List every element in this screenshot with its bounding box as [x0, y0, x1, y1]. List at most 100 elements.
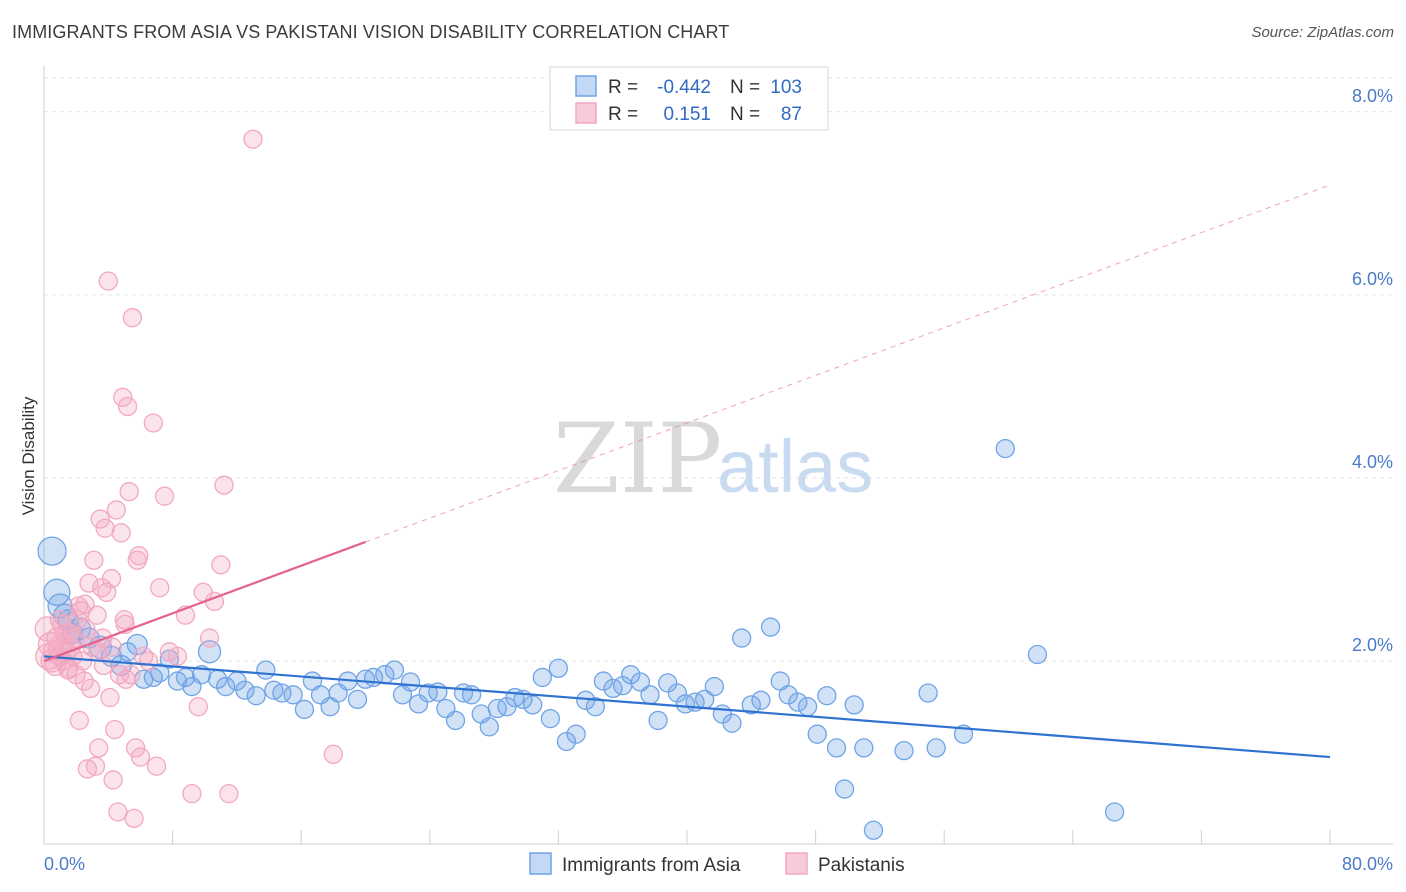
data-point: [418, 683, 438, 703]
axis-layer: 2.0% 4.0% 6.0% 8.0%: [43, 66, 1393, 845]
data-point: [532, 667, 552, 688]
data-point: [143, 413, 163, 433]
source-label: Source: ZipAtlas.com: [1251, 24, 1394, 41]
y-tick-label: 6.0%: [1352, 269, 1393, 289]
series-pakistanis: [34, 129, 344, 829]
watermark-atlas: atlas: [717, 425, 873, 508]
data-point: [445, 710, 466, 731]
x-tick-label-min: 0.0%: [44, 854, 85, 874]
data-point: [834, 779, 855, 799]
data-point: [150, 578, 170, 598]
data-point: [548, 658, 569, 678]
data-point: [197, 640, 222, 664]
data-point: [323, 744, 344, 764]
chart-title: IMMIGRANTS FROM ASIA VS PAKISTANI VISION…: [12, 22, 730, 42]
data-point: [704, 676, 724, 697]
grid-layer: [44, 77, 1393, 662]
x-tick-label-max: 80.0%: [1342, 854, 1393, 874]
legend-n-value-pakistanis: 87: [781, 104, 802, 125]
legend-n-value-asia: 103: [770, 77, 802, 98]
y-tick-label: 4.0%: [1352, 452, 1393, 472]
data-point: [111, 523, 131, 543]
data-point: [566, 724, 586, 744]
data-point: [37, 536, 67, 566]
data-point: [87, 605, 107, 625]
data-point: [667, 683, 688, 703]
data-point: [621, 665, 641, 685]
data-point: [732, 628, 752, 648]
data-point: [108, 802, 128, 822]
y-tick-label: 2.0%: [1352, 635, 1393, 655]
series-asia: [37, 438, 1125, 840]
data-point: [630, 672, 651, 692]
data-point: [479, 717, 499, 737]
data-point: [215, 676, 236, 697]
data-point: [826, 738, 847, 758]
data-point: [788, 692, 808, 712]
trend-layer: [43, 184, 1331, 759]
data-point: [122, 308, 143, 328]
data-point: [926, 738, 946, 758]
data-point: [150, 663, 170, 683]
data-point: [894, 740, 914, 761]
data-point: [130, 747, 151, 767]
y-axis-label: Vision Disability: [19, 396, 38, 515]
data-point: [101, 568, 122, 589]
data-point: [817, 686, 837, 706]
data-point: [294, 699, 315, 720]
stats-legend: R = -0.442 N = 103 R = 0.151 N = 87: [549, 66, 829, 131]
data-point: [119, 481, 139, 502]
data-point: [49, 610, 69, 630]
data-point: [807, 724, 827, 744]
data-point: [124, 808, 144, 829]
data-point: [90, 509, 110, 529]
data-point: [593, 671, 614, 691]
series-layer: [34, 129, 1125, 840]
data-point: [1027, 644, 1048, 665]
data-point: [1104, 802, 1125, 822]
data-point: [675, 694, 696, 714]
data-point: [98, 271, 118, 291]
trend-line-solid: [43, 540, 366, 662]
series-legend-swatch-pakistanis: [785, 852, 808, 875]
watermark-zip: ZIP: [553, 403, 722, 515]
data-point: [844, 695, 864, 715]
data-point: [74, 671, 94, 691]
series-legend-label-pakistanis: Pakistanis: [818, 855, 905, 876]
legend-r-label-pakistanis: R =: [608, 104, 638, 125]
trend-line-solid: [43, 655, 1331, 759]
legend-n-label-pakistanis: N =: [730, 104, 760, 125]
data-point: [243, 129, 263, 149]
data-point: [658, 673, 678, 693]
data-point: [80, 678, 101, 699]
data-point: [117, 396, 138, 417]
data-point: [59, 658, 79, 678]
data-point: [126, 633, 148, 656]
trend-line-dashed: [365, 184, 1331, 543]
data-point: [89, 738, 109, 758]
data-point: [751, 690, 771, 710]
data-point: [84, 550, 104, 570]
data-point: [487, 698, 507, 719]
data-point: [347, 689, 368, 710]
data-point: [863, 820, 884, 840]
legend-r-value-pakistanis: 0.151: [663, 104, 711, 125]
data-point: [167, 646, 188, 667]
data-point: [540, 708, 561, 729]
data-point: [854, 738, 874, 758]
data-point: [235, 680, 255, 700]
data-point: [85, 756, 106, 776]
data-point: [182, 784, 202, 804]
series-legend-label-asia: Immigrants from Asia: [562, 855, 741, 876]
data-point: [103, 770, 123, 790]
data-point: [283, 685, 303, 705]
data-point: [188, 697, 208, 717]
data-point: [199, 628, 220, 648]
data-point: [995, 438, 1015, 459]
data-point: [256, 660, 276, 680]
data-point: [640, 685, 660, 705]
data-point: [246, 686, 266, 706]
data-point: [778, 685, 798, 705]
series-legend: Immigrants from Asia Pakistanis: [529, 852, 905, 876]
data-point: [523, 695, 543, 715]
